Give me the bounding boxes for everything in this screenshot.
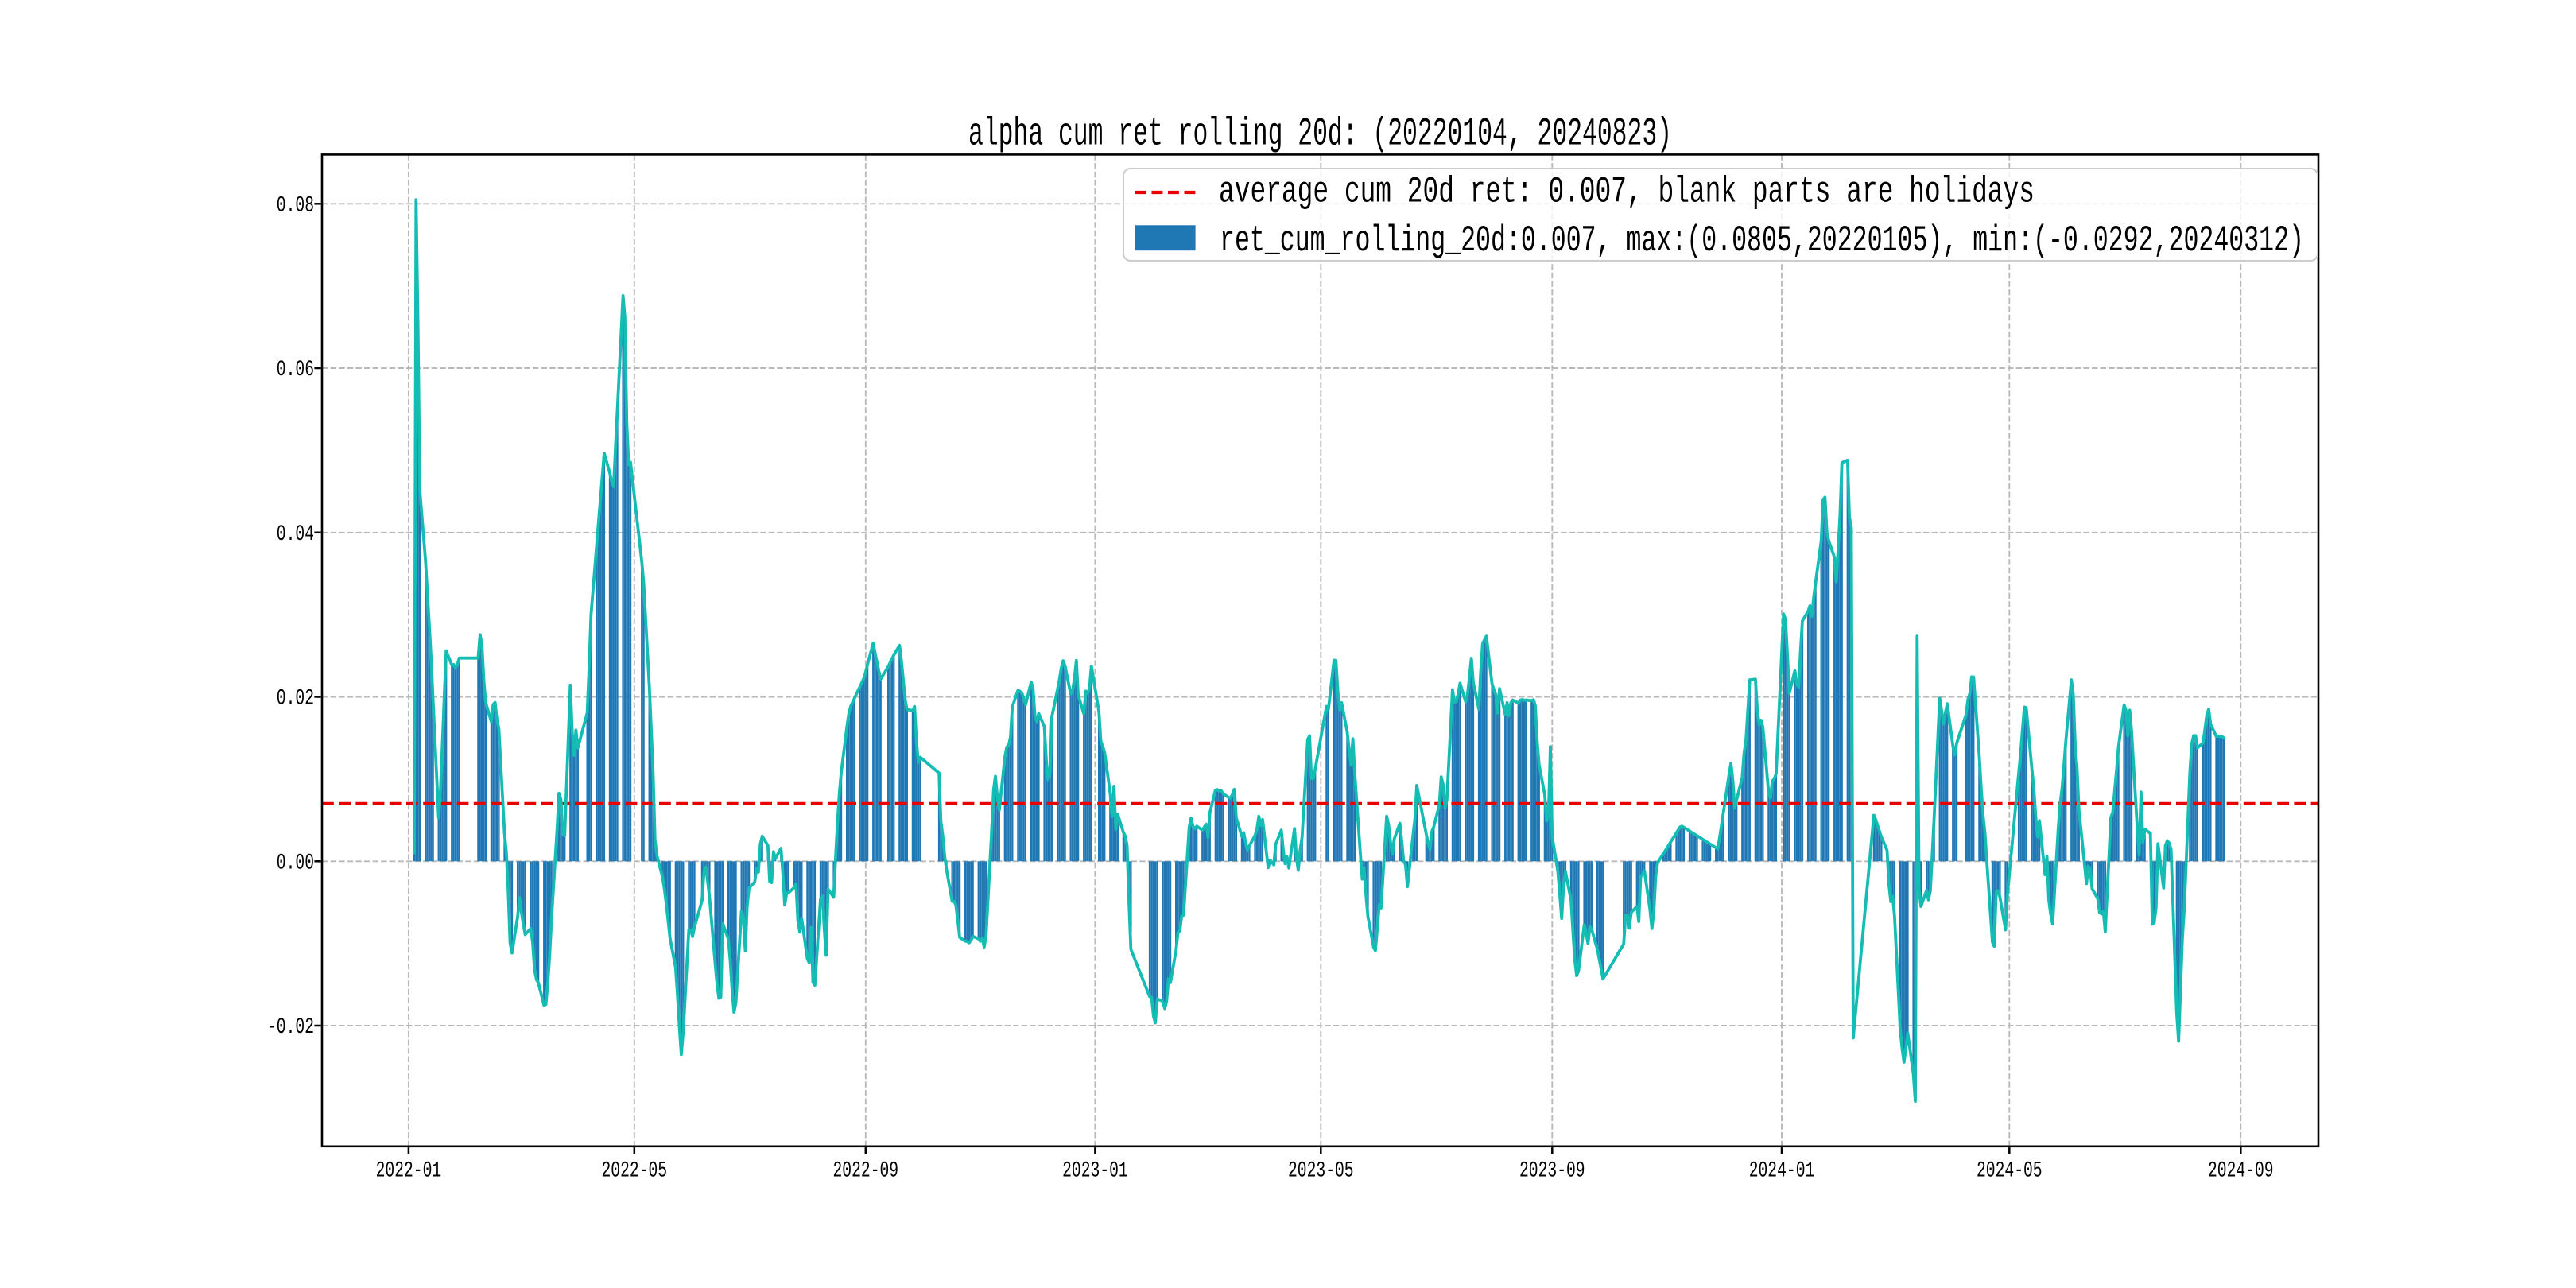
svg-text:2023-01: 2023-01 [1062,1159,1128,1184]
svg-text:2024-01: 2024-01 [1749,1159,1815,1184]
svg-text:2022-09: 2022-09 [833,1159,899,1184]
svg-text:0.00: 0.00 [277,851,314,875]
svg-text:2023-09: 2023-09 [1519,1159,1585,1184]
svg-text:-0.02: -0.02 [267,1015,314,1040]
svg-text:0.06: 0.06 [277,358,314,382]
svg-text:alpha cum ret rolling 20d: (20: alpha cum ret rolling 20d: (20220104, 20… [968,112,1672,157]
svg-text:2022-05: 2022-05 [602,1159,668,1184]
svg-text:2023-05: 2023-05 [1288,1159,1354,1184]
svg-text:2022-01: 2022-01 [376,1159,442,1184]
svg-text:2024-05: 2024-05 [1977,1159,2043,1184]
svg-text:2024-09: 2024-09 [2208,1159,2274,1184]
svg-text:ret_cum_rolling_20d:0.007, max: ret_cum_rolling_20d:0.007, max:(0.0805,2… [1220,220,2304,262]
svg-text:0.02: 0.02 [277,687,314,712]
svg-text:0.04: 0.04 [277,522,314,547]
svg-text:average cum 20d ret: 0.007, bl: average cum 20d ret: 0.007, blank parts … [1219,172,2035,213]
svg-text:0.08: 0.08 [277,193,314,218]
